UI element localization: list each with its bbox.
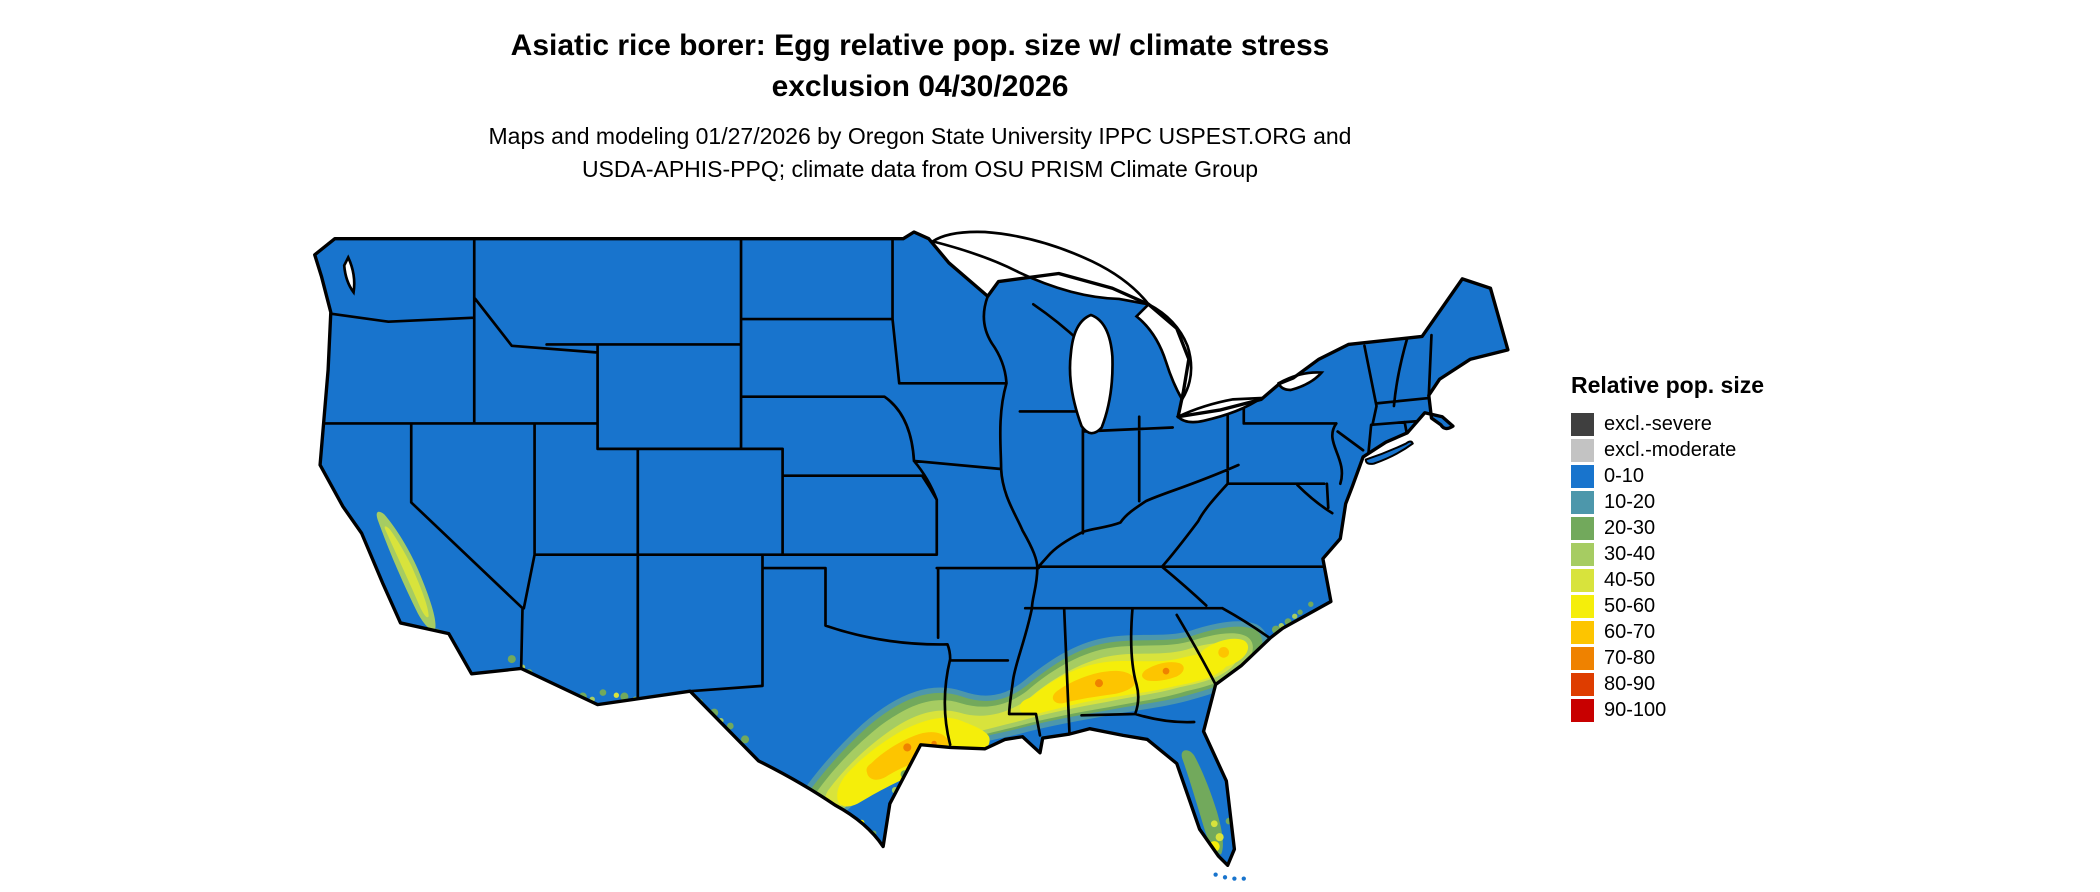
legend-swatch [1571,464,1594,488]
title-block: Asiatic rice borer: Egg relative pop. si… [140,26,1700,107]
legend-item-label: 20-30 [1604,516,1656,539]
us-map [308,228,1528,884]
legend-item-label: 40-50 [1604,568,1656,591]
legend-item-label: 70-80 [1604,646,1656,669]
subtitle-line2: USDA-APHIS-PPQ; climate data from OSU PR… [581,156,1259,183]
legend-item-label: excl.-moderate [1604,438,1737,461]
legend-item: 10-20 [1571,489,1764,515]
puget-sound [342,254,356,296]
legend-item: 90-100 [1571,697,1764,723]
base-region-0-10 [314,232,1508,866]
legend-item: 80-90 [1571,671,1764,697]
legend-item-label: excl.-severe [1604,412,1712,435]
legend-swatch [1571,698,1594,722]
legend-swatch [1571,542,1594,566]
legend-swatch [1571,412,1594,436]
legend-swatch [1571,490,1594,514]
legend-item-label: 50-60 [1604,594,1656,617]
florida-keys [1213,872,1246,881]
lake-michigan [1068,313,1114,435]
legend-item: 50-60 [1571,593,1764,619]
state-borders [322,237,1433,747]
subtitle-block: Maps and modeling 01/27/2026 by Oregon S… [140,120,1700,187]
legend-swatch [1571,620,1594,644]
us-map-svg [313,230,1510,881]
pop-band-70-80 [903,667,1170,752]
legend-item: 0-10 [1571,463,1764,489]
legend-item-label: 90-100 [1604,698,1667,721]
subtitle-line1: Maps and modeling 01/27/2026 by Oregon S… [488,123,1352,149]
legend-item: 20-30 [1571,515,1764,541]
us-outline [313,230,1510,867]
legend-item: excl.-severe [1571,411,1764,437]
legend-item-label: 60-70 [1604,620,1656,643]
legend-items: excl.-severe excl.-moderate 0-10 10-20 20-30… [1571,411,1764,723]
legend-item-label: 0-10 [1604,464,1645,487]
legend-item-label: 80-90 [1604,672,1656,695]
legend-swatch [1571,438,1594,462]
legend-swatch [1571,516,1594,540]
florida-strip-20-30 [1181,750,1223,855]
map-title-line2: exclusion 04/30/2026 [771,69,1069,103]
legend-title: Relative pop. size [1571,372,1765,398]
lake-superior [929,230,1152,307]
legend-swatch [1571,672,1594,696]
california-valley-40-50 [384,526,429,618]
legend-item: 30-40 [1571,541,1764,567]
legend-swatch [1571,646,1594,670]
legend-item: excl.-moderate [1571,437,1764,463]
long-island [1364,440,1414,465]
map-title-line1: Asiatic rice borer: Egg relative pop. si… [510,29,1330,62]
legend-item: 40-50 [1571,567,1764,593]
legend-swatch [1571,568,1594,592]
legend-item: 60-70 [1571,619,1764,645]
legend: Relative pop. size excl.-severe excl.-mod… [1571,372,1764,723]
great-lakes [342,230,1325,435]
legend-swatch [1571,594,1594,618]
legend-item: 70-80 [1571,645,1764,671]
legend-item-label: 10-20 [1604,490,1656,513]
legend-item-label: 30-40 [1604,542,1656,565]
